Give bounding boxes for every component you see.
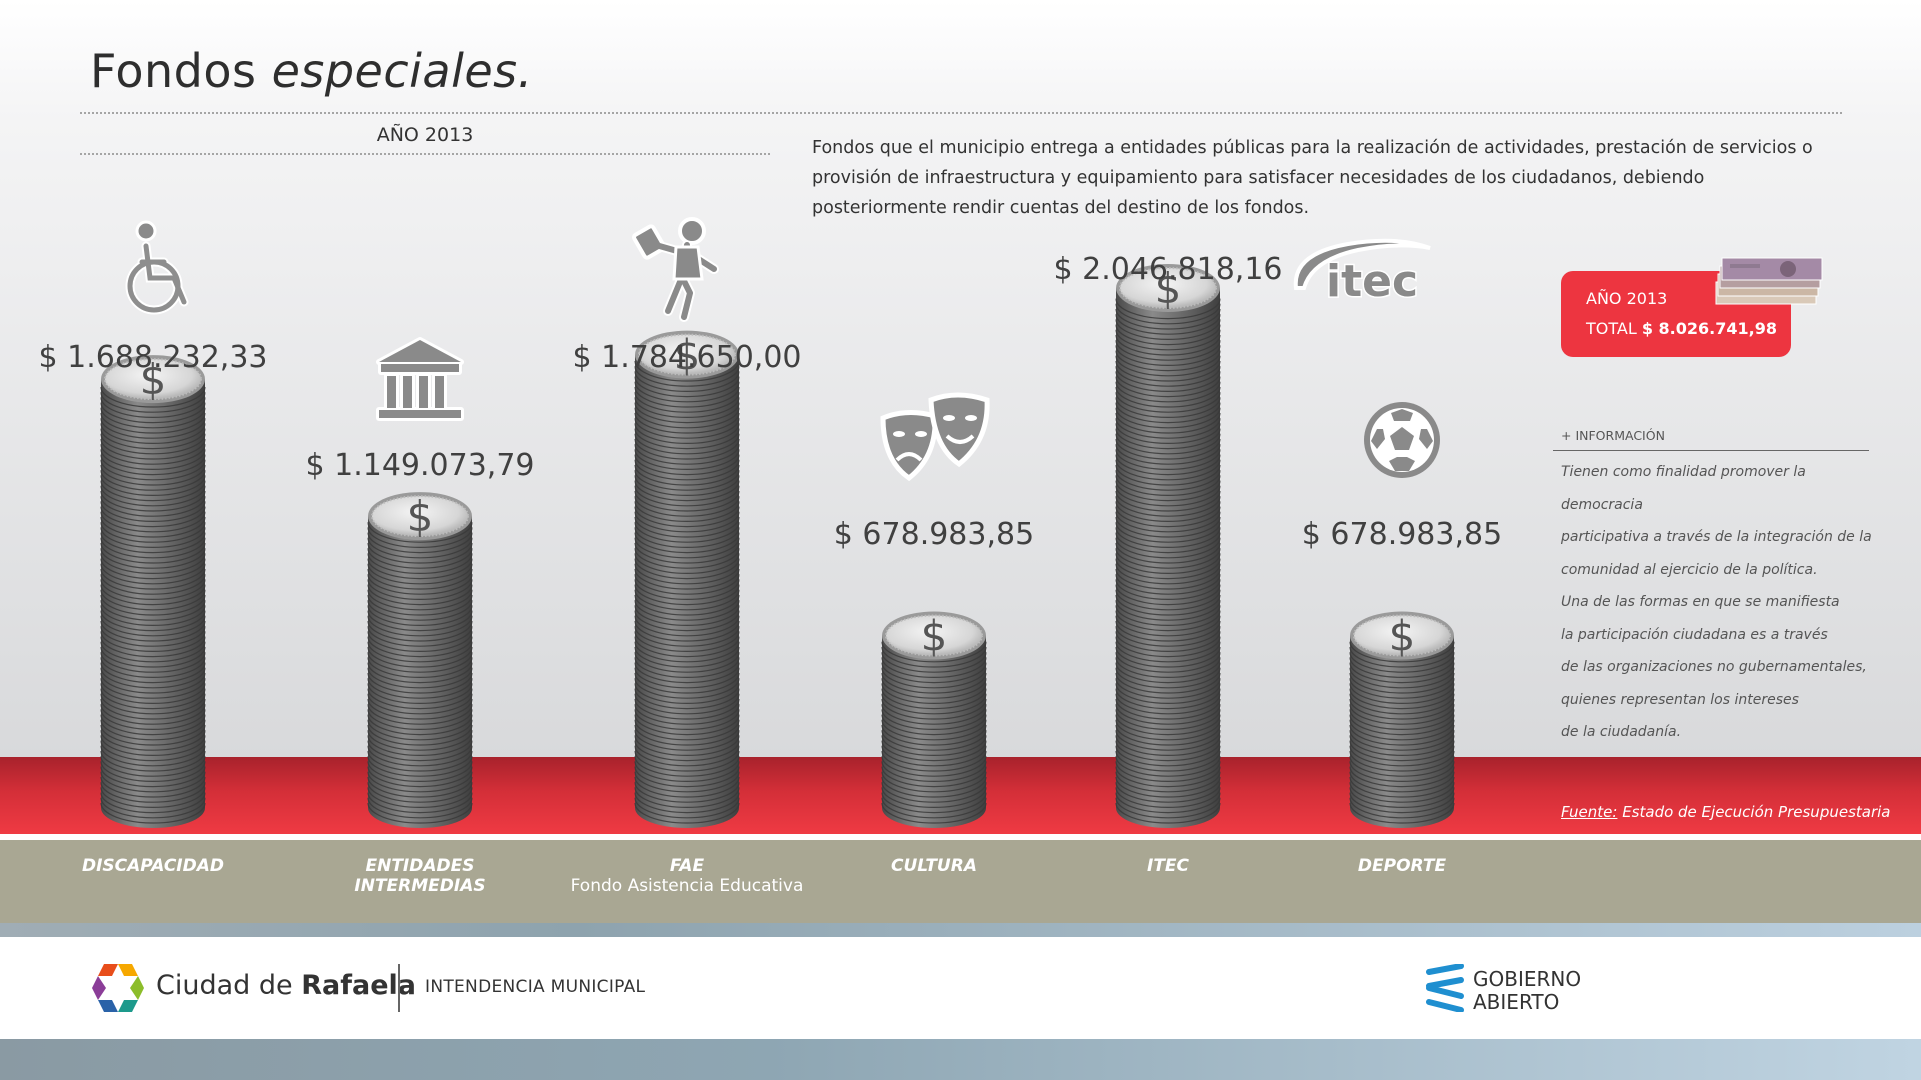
info-line-8: de la ciudadanía.	[1561, 724, 1682, 740]
coin-stack-1: $	[100, 355, 206, 828]
soccer-ball-icon	[1361, 399, 1443, 485]
amount-label-fae: $ 1.784.650,00	[572, 340, 802, 375]
info-line-5: la participación ciudadana es a través	[1561, 626, 1828, 643]
title-divider	[80, 112, 1842, 114]
amount-label-entidades: $ 1.149.073,79	[305, 448, 535, 483]
banknotes-icon	[1708, 254, 1828, 314]
gob-line-1: GOBIERNO	[1473, 967, 1582, 991]
info-line-6: de las organizaciones no gubernamentales…	[1561, 659, 1867, 675]
coin-dollar-symbol: $	[921, 612, 948, 661]
category-label-cultura: CULTURA	[891, 856, 977, 876]
coin-stack-chart: $ $ $ $ $ $	[100, 264, 1455, 828]
coin-stack-3: $	[634, 330, 740, 828]
info-line-4: Una de las formas en que se manifiesta	[1561, 594, 1840, 610]
itec-logo-icon: itec	[1288, 230, 1434, 314]
gob-line-2: ABIERTO	[1473, 990, 1560, 1014]
total-year: AÑO 2013	[1586, 289, 1668, 308]
source-note: Fuente: Estado de Ejecución Presupuestar…	[1561, 803, 1890, 821]
wheelchair-icon	[112, 218, 202, 322]
category-fae-subtitle: Fondo Asistencia Educativa	[570, 876, 804, 896]
category-label-fae: FAE Fondo Asistencia Educativa	[571, 856, 804, 896]
coin-dollar-symbol: $	[674, 331, 701, 380]
svg-text:itec: itec	[1326, 256, 1418, 307]
total-label: TOTAL	[1586, 319, 1642, 338]
band-separator	[0, 834, 1921, 840]
info-line-7: quienes representan los intereses	[1561, 691, 1799, 708]
theater-masks-icon	[877, 390, 993, 494]
coin-stack-2: $	[367, 492, 473, 828]
category-band	[0, 840, 1921, 923]
source-label: Fuente:	[1561, 803, 1618, 821]
rafaela-logo-icon[interactable]	[90, 962, 146, 1018]
amount-label-discapacidad: $ 1.688.232,33	[38, 340, 268, 375]
footer	[0, 937, 1921, 1039]
city-name-plain: Ciudad de	[156, 970, 302, 1001]
footer-stripe-bottom	[0, 1039, 1921, 1080]
source-text: Estado de Ejecución Presupuestaria	[1617, 803, 1891, 821]
amount-label-cultura: $ 678.983,85	[833, 517, 1035, 552]
coin-dollar-symbol: $	[1155, 264, 1182, 313]
coin-stack-6: $	[1349, 611, 1455, 828]
coin-stack-4: $	[881, 611, 987, 828]
coin-stack-5: $	[1115, 264, 1221, 828]
student-icon	[632, 215, 742, 329]
total-value: $ 8.026.741,98	[1641, 319, 1777, 338]
year-label: AÑO 2013	[376, 124, 474, 146]
footer-separator	[398, 964, 400, 1012]
footer-stripe-top	[0, 923, 1921, 937]
info-line-1: Tienen como finalidad promover la democr…	[1561, 464, 1806, 513]
title-plain: Fondos	[90, 44, 272, 98]
info-heading: + INFORMACIÓN	[1561, 428, 1665, 443]
city-name: Ciudad de Rafaela	[156, 970, 416, 1001]
institution-icon	[373, 336, 467, 426]
intendencia-label: INTENDENCIA MUNICIPAL	[425, 977, 646, 997]
category-label-deporte: DEPORTE	[1357, 856, 1447, 876]
city-name-bold: Rafaela	[301, 970, 416, 1001]
category-label-itec: ITEC	[1146, 856, 1190, 876]
description-text: Fondos que el municipio entrega a entida…	[812, 138, 1813, 218]
year-divider	[80, 153, 770, 155]
category-fae-title: FAE	[669, 856, 705, 876]
info-divider	[1553, 450, 1869, 451]
category-label-discapacidad: DISCAPACIDAD	[81, 856, 225, 876]
page-title: Fondos especiales.	[90, 44, 533, 98]
coin-dollar-symbol: $	[140, 355, 167, 404]
info-line-3: comunidad al ejercicio de la política.	[1561, 561, 1818, 578]
amount-label-deporte: $ 678.983,85	[1301, 517, 1503, 552]
coin-dollar-symbol: $	[407, 492, 434, 541]
info-line-2: participativa a través de la integración…	[1561, 529, 1872, 545]
amount-label-itec: $ 2.046.818,16	[1053, 252, 1283, 287]
gobierno-abierto-logo-icon[interactable]	[1425, 963, 1465, 1016]
info-text: Tienen como finalidad promover la democr…	[1561, 456, 1881, 749]
gobierno-abierto-text: GOBIERNO ABIERTO	[1473, 968, 1581, 1014]
coin-dollar-symbol: $	[1389, 612, 1416, 661]
title-italic: especiales.	[271, 44, 533, 98]
total-line: TOTAL $ 8.026.741,98	[1586, 319, 1777, 338]
category-label-entidades: ENTIDADES INTERMEDIAS	[354, 856, 486, 896]
